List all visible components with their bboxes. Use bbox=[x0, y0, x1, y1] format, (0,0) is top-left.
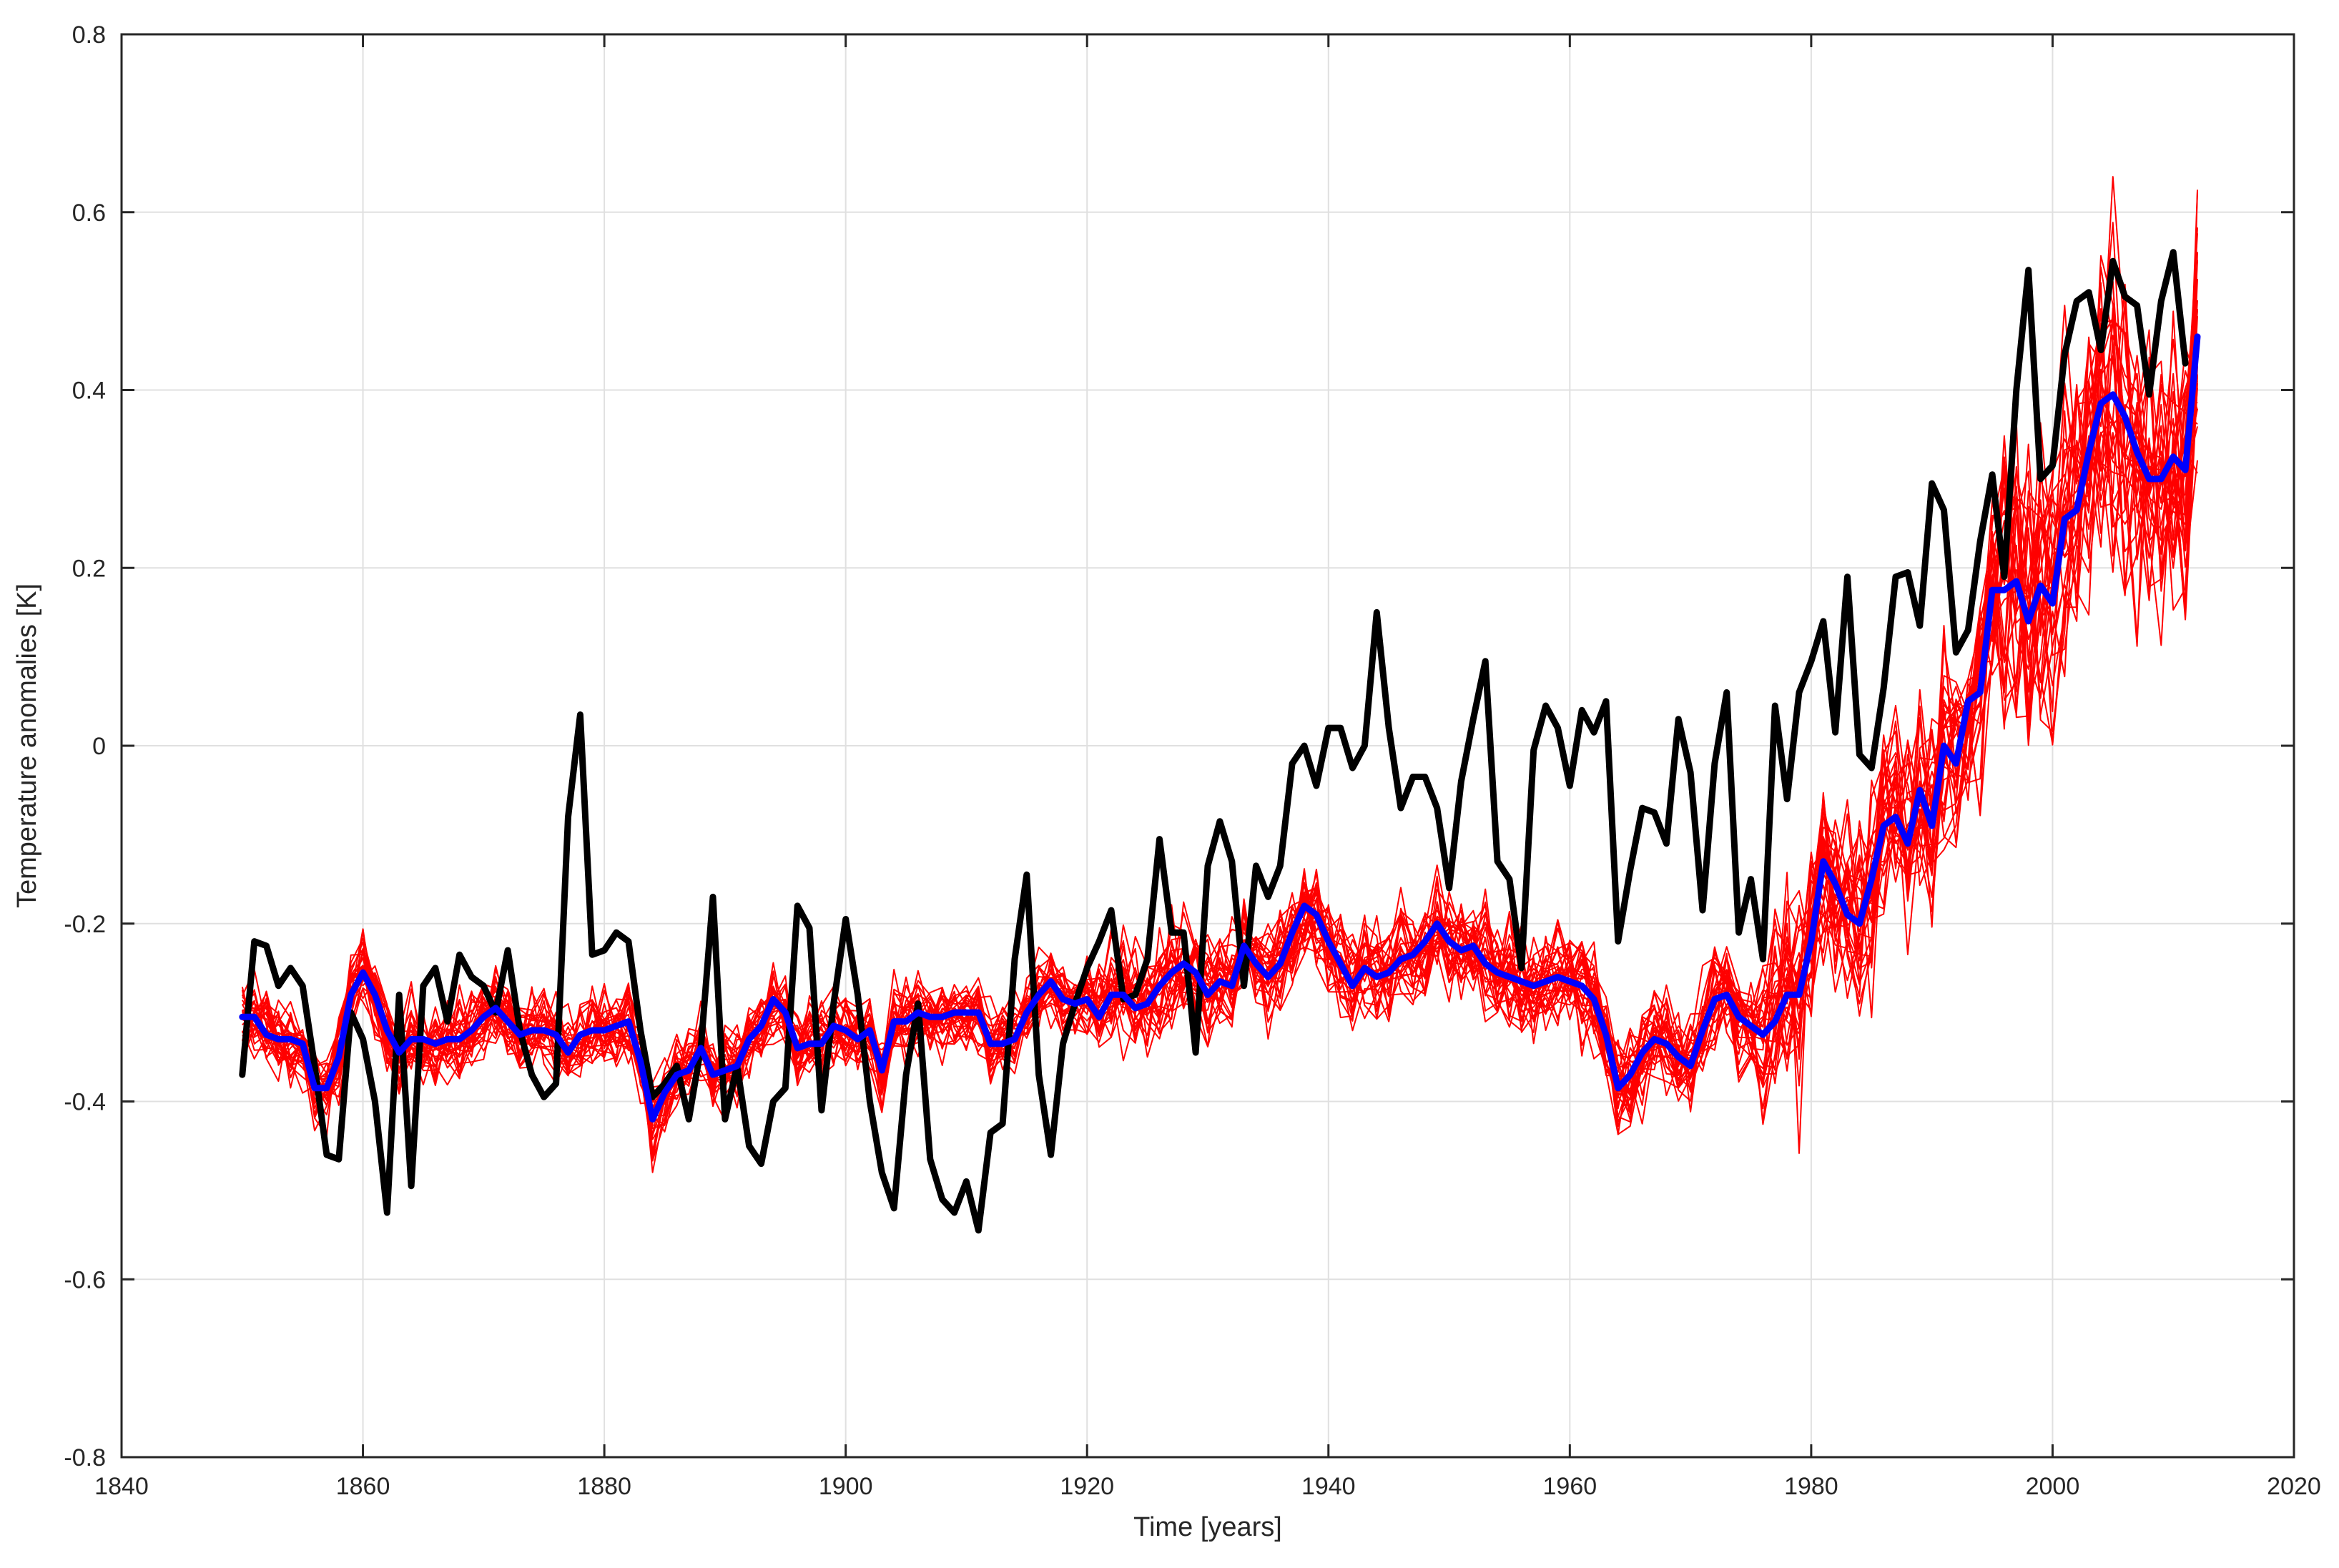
x-tick-label: 2000 bbox=[2026, 1473, 2080, 1500]
ensemble-member-line bbox=[241, 266, 2198, 1173]
ensemble-member-line bbox=[241, 389, 2198, 1133]
x-tick-label: 1900 bbox=[819, 1473, 873, 1500]
y-tick-label: -0.2 bbox=[64, 911, 106, 938]
y-tick-label: -0.6 bbox=[64, 1266, 106, 1293]
ensemble-member-line bbox=[242, 189, 2198, 1162]
x-tick-label: 1960 bbox=[1543, 1473, 1597, 1500]
ensemble-member-line bbox=[242, 252, 2198, 1155]
y-tick-label: -0.4 bbox=[64, 1089, 106, 1116]
y-tick-label: 0.8 bbox=[72, 21, 106, 49]
x-tick-label: 1860 bbox=[336, 1473, 390, 1500]
y-tick-label: 0.6 bbox=[72, 199, 106, 227]
ensemble-member-line bbox=[241, 307, 2198, 1120]
x-tick-label: 1840 bbox=[94, 1473, 149, 1500]
x-tick-label: 1920 bbox=[1060, 1473, 1114, 1500]
ensemble-lines bbox=[241, 176, 2198, 1173]
y-axis-label: Temperature anomalies [K] bbox=[12, 583, 42, 908]
y-tick-label: 0 bbox=[92, 733, 106, 760]
y-tick-label: 0.2 bbox=[72, 555, 106, 582]
y-tick-label: -0.8 bbox=[64, 1444, 106, 1471]
ensemble-mean-line bbox=[239, 333, 2201, 1123]
x-tick-label: 1980 bbox=[1784, 1473, 1838, 1500]
y-tick-label: 0.4 bbox=[72, 378, 106, 405]
ticks bbox=[120, 33, 2295, 1459]
observed-series-line bbox=[239, 249, 2189, 1234]
ensemble-member-line bbox=[242, 222, 2198, 1126]
tick-labels: 1840 1860 1880 1900 1920 1940 1960 1980 2000 2020… bbox=[64, 21, 2320, 1500]
main-series-lines bbox=[239, 249, 2201, 1234]
x-tick-label: 2020 bbox=[2267, 1473, 2321, 1500]
x-axis-label: Time [years] bbox=[1133, 1512, 1282, 1542]
x-tick-label: 1940 bbox=[1301, 1473, 1356, 1500]
x-tick-label: 1880 bbox=[577, 1473, 631, 1500]
ensemble-member-line bbox=[241, 191, 2198, 1102]
ensemble-member-line bbox=[242, 283, 2198, 1115]
